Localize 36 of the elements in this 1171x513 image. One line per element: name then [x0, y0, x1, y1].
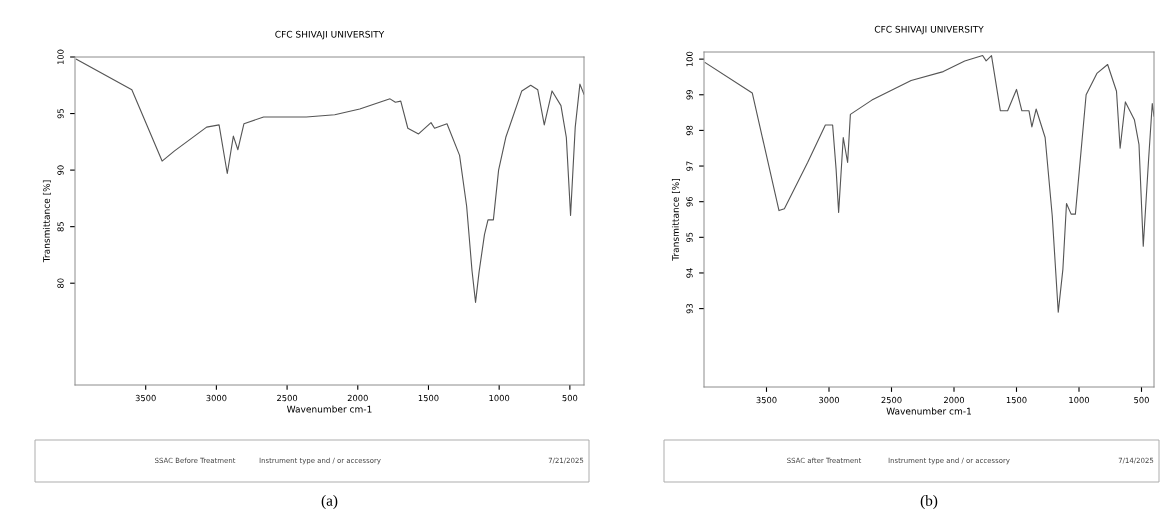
x-tick-label: 500: [562, 394, 578, 402]
x-tick-label: 2000: [944, 396, 965, 404]
x-tick-label: 3500: [135, 394, 156, 402]
y-tick-label: 97: [686, 161, 693, 171]
text: (b): [920, 495, 938, 509]
chart-title: CFC SHIVAJI UNIVERSITY: [874, 25, 984, 35]
y-tick-label: 95: [686, 232, 693, 243]
line-series: [704, 55, 1154, 313]
x-tick-label: 3000: [206, 394, 227, 402]
y-tick-label: 95: [57, 108, 64, 119]
y-tick-label: 100: [57, 49, 64, 65]
y-tick-label: 100: [686, 51, 693, 67]
x-tick-label: 3500: [756, 396, 777, 404]
text: (a): [321, 495, 338, 509]
y-tick-label: 94: [686, 268, 693, 278]
y-axis-title: Transmittance [%]: [671, 179, 680, 261]
x-axis-title: Wavenumber cm-1: [286, 405, 372, 413]
x-tick-label: 500: [1134, 396, 1149, 404]
y-tick-label: 90: [57, 165, 64, 175]
x-tick-label: 3000: [819, 396, 840, 404]
y-tick-label: 80: [57, 278, 64, 288]
y-tick-label: 85: [57, 222, 64, 232]
x-tick-label: 1000: [489, 394, 510, 402]
x-tick-label: 2500: [277, 394, 298, 402]
x-tick-label: 2000: [347, 394, 368, 402]
y-tick-label: 98: [686, 125, 693, 136]
x-tick-label: 2500: [881, 396, 902, 404]
x-tick-label: 1000: [1069, 396, 1090, 404]
y-axis-title: Transmittance [%]: [42, 180, 51, 263]
x-axis-title: Wavenumber cm-1: [886, 407, 971, 415]
y-tick-label: 93: [686, 303, 693, 314]
x-tick-label: 1500: [418, 394, 439, 402]
y-tick-label: 96: [686, 196, 693, 207]
chart-title: CFC SHIVAJI UNIVERSITY: [275, 30, 385, 40]
y-tick-label: 99: [686, 90, 693, 100]
x-tick-label: 1500: [1006, 396, 1027, 404]
